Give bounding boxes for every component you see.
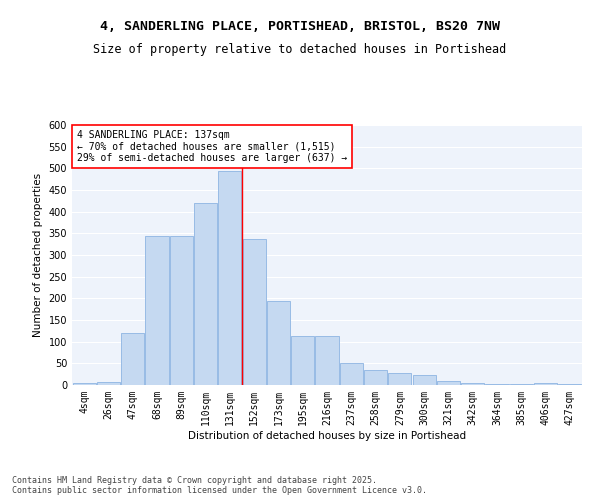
Bar (534, 383, 557, 385)
Bar (97, 382, 120, 385)
Bar (340, 364, 363, 385)
Bar (461, 383, 484, 385)
Text: 4 SANDERLING PLACE: 137sqm
← 70% of detached houses are smaller (1,515)
29% of s: 4 SANDERLING PLACE: 137sqm ← 70% of deta… (77, 130, 347, 164)
Text: 4, SANDERLING PLACE, PORTISHEAD, BRISTOL, BS20 7NW: 4, SANDERLING PLACE, PORTISHEAD, BRISTOL… (100, 20, 500, 33)
Text: Size of property relative to detached houses in Portishead: Size of property relative to detached ho… (94, 42, 506, 56)
Bar (291, 336, 314, 385)
Bar (170, 236, 193, 385)
Bar (413, 376, 436, 385)
Bar (194, 203, 217, 385)
Bar (73, 383, 95, 385)
Bar (559, 384, 581, 385)
Bar (485, 384, 509, 385)
Bar (388, 373, 412, 385)
Bar (145, 236, 169, 385)
Bar (510, 384, 533, 385)
Bar (437, 380, 460, 385)
Bar (121, 333, 144, 385)
X-axis label: Distribution of detached houses by size in Portishead: Distribution of detached houses by size … (188, 430, 466, 440)
Bar (364, 370, 387, 385)
Bar (218, 170, 241, 385)
Bar (267, 300, 290, 385)
Bar (316, 336, 338, 385)
Y-axis label: Number of detached properties: Number of detached properties (33, 173, 43, 337)
Text: Contains HM Land Registry data © Crown copyright and database right 2025.
Contai: Contains HM Land Registry data © Crown c… (12, 476, 427, 495)
Bar (242, 238, 266, 385)
